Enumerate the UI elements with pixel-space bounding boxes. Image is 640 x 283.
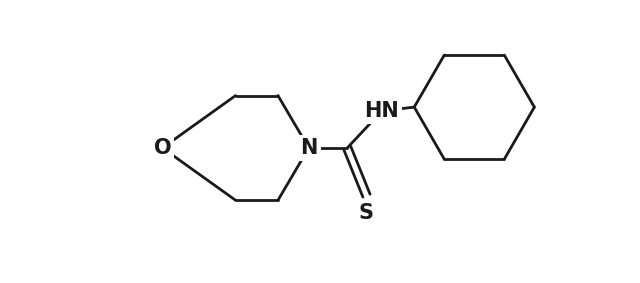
Text: O: O	[154, 138, 172, 158]
Text: N: N	[300, 138, 317, 158]
Text: S: S	[359, 203, 374, 223]
Text: HN: HN	[365, 101, 399, 121]
